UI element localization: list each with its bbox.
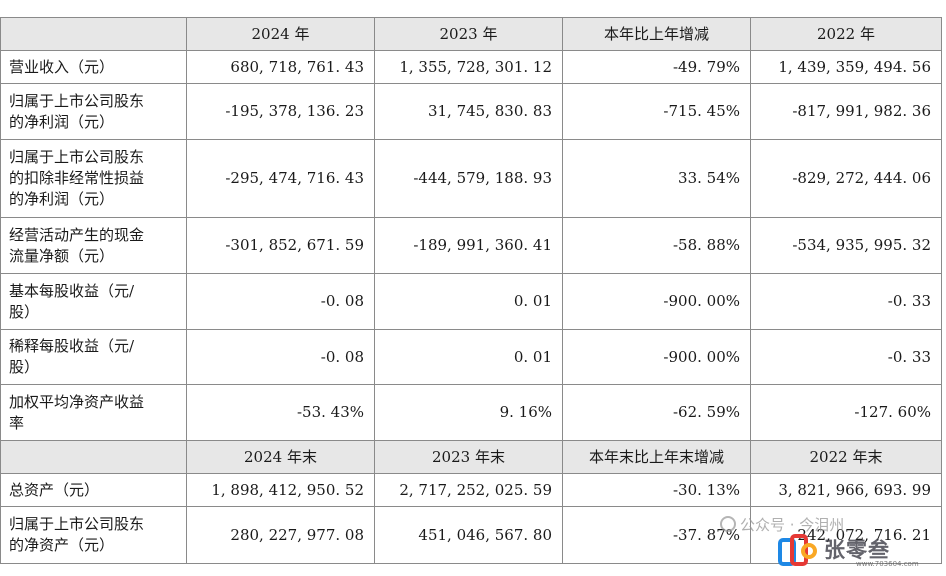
table-row: 经营活动产生的现金 流量净额（元） -301, 852, 671. 59 -189, … (0, 217, 942, 274)
row-label-line: 股） (9, 302, 40, 321)
row-label-line: 基本每股收益（元/ (9, 281, 135, 300)
table-row: 加权平均净资产收益率 -53. 43% 9. 16% -62. 59% -127. 60… (0, 384, 942, 441)
row-label-line: 稀释每股收益（元/ (9, 337, 135, 355)
value-cell: -58. 88% (562, 217, 751, 274)
table-row: 归属于上市公司股东 的净资产（元） 280, 227, 977. 08 451, 04… (0, 506, 942, 564)
row-label: 营业收入（元） (0, 50, 187, 84)
value-cell: -900. 00% (562, 273, 751, 330)
table-row: 归属于上市公司股东 的净利润（元） -195, 378, 136. 23 31, 74… (0, 83, 942, 140)
row-label: 基本每股收益（元/股） (0, 273, 187, 330)
value-cell: -817, 991, 982. 36 (750, 83, 942, 140)
value-cell: -301, 852, 671. 59 (186, 217, 375, 274)
header-cell: 2022 年末 (750, 440, 942, 474)
table-row: 总资产（元） 1, 898, 412, 950. 52 2, 717, 252, 0… (0, 473, 942, 507)
value-cell: 31, 745, 830. 83 (374, 83, 563, 140)
row-label-line: 归属于上市公司股东 (9, 91, 145, 110)
value-cell: -444, 579, 188. 93 (374, 139, 563, 218)
row-label: 归属于上市公司股东 的净资产（元） (0, 506, 187, 564)
header-cell: 本年末比上年末增减 (562, 440, 751, 474)
header-row: 2024 年末 2023 年末 本年末比上年末增减 2022 年末 (0, 440, 942, 474)
row-label-line: 加权平均净资产收益 (9, 392, 145, 411)
row-label-line: 的净资产（元） (9, 536, 115, 554)
table-row: 稀释每股收益（元/股） -0. 08 0. 01 -900. 00% -0. 33 (0, 329, 942, 385)
value-cell: -49. 79% (562, 50, 751, 84)
row-label: 加权平均净资产收益率 (0, 384, 187, 441)
financial-summary-table: 2024 年 2023 年本年比上年增减 2022 年营业收入（元） 680, 718… (0, 17, 942, 564)
row-label-line: 的净利润（元） (9, 112, 115, 131)
header-cell: 2022 年 (750, 17, 942, 51)
row-label: 稀释每股收益（元/股） (0, 329, 187, 385)
value-cell: -715. 45% (562, 83, 751, 140)
value-cell: 1, 355, 728, 301. 12 (374, 50, 563, 84)
header-cell: 2023 年末 (374, 440, 563, 474)
value-cell: 2, 717, 252, 025. 59 (374, 473, 563, 507)
value-cell: 242, 072, 716. 21 (750, 506, 942, 564)
value-cell: 33. 54% (562, 139, 751, 218)
value-cell: 280, 227, 977. 08 (186, 506, 375, 564)
value-cell: 1, 898, 412, 950. 52 (186, 473, 375, 507)
row-label-line: 经营活动产生的现金 (9, 225, 145, 244)
row-label: 归属于上市公司股东 的净利润（元） (0, 83, 187, 140)
value-cell: 0. 01 (374, 329, 563, 385)
row-label-line: 归属于上市公司股东 (9, 515, 145, 533)
row-label-line: 总资产（元） (9, 480, 100, 499)
value-cell: -295, 474, 716. 43 (186, 139, 375, 218)
value-cell: -900. 00% (562, 329, 751, 385)
value-cell: -62. 59% (562, 384, 751, 441)
value-cell: -0. 08 (186, 329, 375, 385)
value-cell: 451, 046, 567. 80 (374, 506, 563, 564)
row-label-line: 归属于上市公司股东 (9, 148, 145, 166)
value-cell: 1, 439, 359, 494. 56 (750, 50, 942, 84)
value-cell: -189, 991, 360. 41 (374, 217, 563, 274)
header-cell (0, 17, 187, 51)
row-label-line: 营业收入（元） (9, 57, 115, 76)
value-cell: 9. 16% (374, 384, 563, 441)
row-label-line: 流量净额（元） (9, 246, 115, 265)
table-row: 营业收入（元） 680, 718, 761. 43 1, 355, 728, 301… (0, 50, 942, 84)
value-cell: -195, 378, 136. 23 (186, 83, 375, 140)
header-row: 2024 年 2023 年本年比上年增减 2022 年 (0, 17, 942, 51)
value-cell: -53. 43% (186, 384, 375, 441)
header-cell: 2024 年 (186, 17, 375, 51)
value-cell: -829, 272, 444. 06 (750, 139, 942, 218)
row-label: 归属于上市公司股东 的扣除非经常性损益 的净利润（元） (0, 139, 187, 218)
value-cell: 3, 821, 966, 693. 99 (750, 473, 942, 507)
value-cell: -30. 13% (562, 473, 751, 507)
value-cell: -534, 935, 995. 32 (750, 217, 942, 274)
value-cell: -37. 87% (562, 506, 751, 564)
row-label-line: 股） (9, 358, 40, 376)
value-cell: 680, 718, 761. 43 (186, 50, 375, 84)
value-cell: -0. 33 (750, 329, 942, 385)
row-label: 经营活动产生的现金 流量净额（元） (0, 217, 187, 274)
row-label-line: 的净利润（元） (9, 190, 115, 208)
table-row: 归属于上市公司股东 的扣除非经常性损益 的净利润（元） -295, 474, 716.… (0, 139, 942, 218)
header-cell (0, 440, 187, 474)
header-cell: 2024 年末 (186, 440, 375, 474)
row-label-line: 的扣除非经常性损益 (9, 169, 145, 187)
table-row: 基本每股收益（元/股） -0. 08 0. 01 -900. 00% -0. 33 (0, 273, 942, 330)
row-label-line: 率 (9, 413, 25, 432)
value-cell: -0. 33 (750, 273, 942, 330)
row-label: 总资产（元） (0, 473, 187, 507)
value-cell: 0. 01 (374, 273, 563, 330)
value-cell: -0. 08 (186, 273, 375, 330)
header-cell: 本年比上年增减 (562, 17, 751, 51)
value-cell: -127. 60% (750, 384, 942, 441)
header-cell: 2023 年 (374, 17, 563, 51)
